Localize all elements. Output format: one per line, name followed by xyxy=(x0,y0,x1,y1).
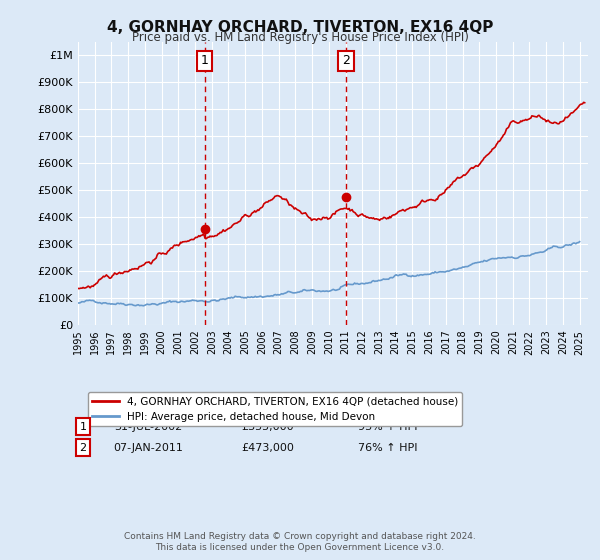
Text: 1: 1 xyxy=(201,54,209,67)
Text: 76% ↑ HPI: 76% ↑ HPI xyxy=(359,443,418,453)
Text: 31-JUL-2002: 31-JUL-2002 xyxy=(114,422,182,432)
Text: 93% ↑ HPI: 93% ↑ HPI xyxy=(359,422,418,432)
Text: Contains HM Land Registry data © Crown copyright and database right 2024.
This d: Contains HM Land Registry data © Crown c… xyxy=(124,532,476,552)
Text: 4, GORNHAY ORCHARD, TIVERTON, EX16 4QP: 4, GORNHAY ORCHARD, TIVERTON, EX16 4QP xyxy=(107,20,493,35)
Text: £473,000: £473,000 xyxy=(241,443,294,453)
Legend: 4, GORNHAY ORCHARD, TIVERTON, EX16 4QP (detached house), HPI: Average price, det: 4, GORNHAY ORCHARD, TIVERTON, EX16 4QP (… xyxy=(88,392,462,426)
Text: Price paid vs. HM Land Registry's House Price Index (HPI): Price paid vs. HM Land Registry's House … xyxy=(131,31,469,44)
Text: £355,000: £355,000 xyxy=(241,422,294,432)
Text: 1: 1 xyxy=(80,422,86,432)
Text: 2: 2 xyxy=(342,54,350,67)
Text: 2: 2 xyxy=(80,443,86,453)
Text: 07-JAN-2011: 07-JAN-2011 xyxy=(114,443,184,453)
